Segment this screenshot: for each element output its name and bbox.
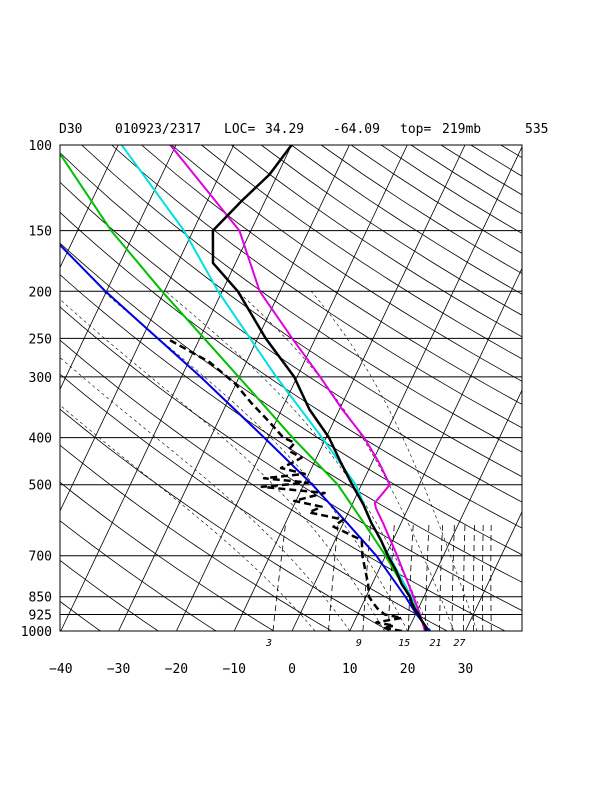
mixing-ratio-line xyxy=(362,523,371,631)
mixing-ratio-line xyxy=(272,523,287,631)
dry-adiabat xyxy=(231,145,522,338)
temperature-tick-label: −30 xyxy=(107,662,130,677)
isotherm xyxy=(581,145,612,631)
temperature-tick-label: −10 xyxy=(222,662,245,677)
isotherm xyxy=(60,145,119,269)
pressure-tick-label: 400 xyxy=(29,432,52,447)
mixing-ratio-label: 27 xyxy=(453,638,465,649)
moist-adiabat xyxy=(237,291,455,631)
moist-adiabat xyxy=(310,291,478,631)
mixing-ratio-label: 3 xyxy=(265,638,272,649)
header-lon: -64.09 xyxy=(333,122,380,137)
isotherm xyxy=(60,145,292,631)
pressure-tick-label: 500 xyxy=(29,479,52,494)
dry-adiabat xyxy=(261,145,522,316)
dry-adiabat xyxy=(561,145,612,631)
background-lines xyxy=(0,145,612,631)
pressure-tick-label: 700 xyxy=(29,550,52,565)
parcel-curve-blue xyxy=(60,243,431,631)
pressure-tick-label: 100 xyxy=(29,139,52,154)
moist-adiabat xyxy=(60,404,316,631)
isotherm xyxy=(349,267,522,631)
mixing-ratio-line xyxy=(328,523,339,631)
pressure-tick-label: 250 xyxy=(29,332,52,347)
moist-adiabat xyxy=(60,298,385,631)
dry-adiabat xyxy=(60,242,522,556)
isotherm xyxy=(523,145,612,631)
header-number: 535 xyxy=(525,122,548,137)
temperature-curve xyxy=(211,145,428,631)
isotherm xyxy=(407,389,522,631)
pressure-tick-label: 925 xyxy=(29,609,52,624)
dry-adiabat xyxy=(500,145,522,159)
isotherm xyxy=(465,510,522,631)
header-datetime: 010923/2317 xyxy=(115,122,201,137)
temperature-axis: −40 −30 −20 −10 0 10 20 30 xyxy=(49,662,473,677)
mixing-ratio-label: 9 xyxy=(356,638,362,649)
dewpoint-curve xyxy=(166,337,403,631)
header-top-value: 219mb xyxy=(442,122,481,137)
pressure-tick-label: 200 xyxy=(29,285,52,300)
dry-adiabat xyxy=(201,145,522,360)
mixing-ratio-labels: 3 9 15 21 27 xyxy=(265,638,465,649)
pressure-tick-label: 1000 xyxy=(21,625,52,640)
pressure-tick-label: 850 xyxy=(29,591,52,606)
mixing-ratio-line xyxy=(463,523,466,631)
dry-adiabat xyxy=(60,559,159,631)
isotherm xyxy=(176,145,408,631)
parcel-curve-magenta xyxy=(169,145,426,631)
dry-adiabat xyxy=(440,145,522,196)
dry-adiabat xyxy=(320,145,522,275)
header-top-label: top= xyxy=(400,122,431,137)
temperature-tick-label: −40 xyxy=(49,662,72,677)
dry-adiabat xyxy=(60,181,522,503)
temperature-tick-label: 10 xyxy=(342,662,358,677)
mixing-ratio-label: 15 xyxy=(398,638,410,649)
temperature-tick-label: 30 xyxy=(458,662,474,677)
pressure-tick-label: 300 xyxy=(29,371,52,386)
dry-adiabat xyxy=(60,211,522,529)
header-loc-label: LOC= xyxy=(224,122,255,137)
header-lat: 34.29 xyxy=(265,122,304,137)
isotherm xyxy=(60,145,177,391)
mixing-ratio-line xyxy=(482,523,484,631)
isotherm xyxy=(233,145,466,631)
pressure-tick-label: 150 xyxy=(29,225,52,240)
dry-adiabat xyxy=(60,274,522,583)
isotherm xyxy=(118,145,350,631)
plot-frame xyxy=(59,144,523,632)
parcel-curve-cyan xyxy=(120,145,429,631)
temperature-tick-label: 0 xyxy=(288,662,296,677)
temperature-tick-label: −20 xyxy=(165,662,188,677)
mixing-ratio-label: 21 xyxy=(429,638,441,649)
dry-adiabat xyxy=(60,152,522,478)
sounding-curves xyxy=(60,145,431,631)
mixing-ratio-line xyxy=(490,523,492,631)
mixing-ratio-line xyxy=(439,523,443,631)
header-station: D30 xyxy=(59,122,82,137)
mixing-ratio-line xyxy=(473,523,475,631)
mixing-ratio-line xyxy=(451,523,455,631)
mixing-ratio-line xyxy=(407,523,414,631)
dry-adiabat xyxy=(531,145,612,631)
dry-adiabat xyxy=(380,145,522,234)
temperature-tick-label: 20 xyxy=(400,662,416,677)
isotherm xyxy=(0,145,3,631)
dry-adiabat xyxy=(591,145,612,631)
moist-adiabat xyxy=(165,291,431,631)
moist-adiabat xyxy=(103,291,408,631)
mixing-ratio-line xyxy=(424,523,430,631)
moist-adiabat xyxy=(60,357,351,631)
isobars xyxy=(60,230,522,615)
